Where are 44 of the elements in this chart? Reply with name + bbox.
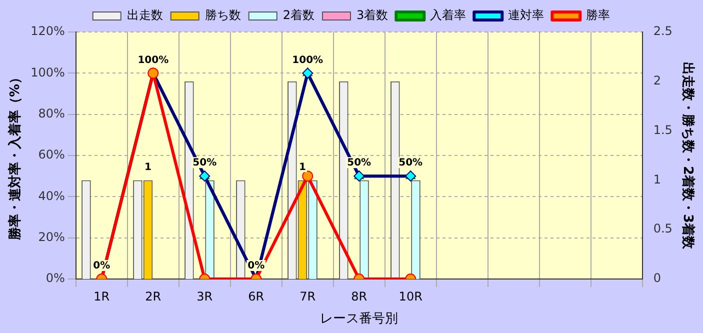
legend-label: 出走数 [126,8,163,22]
y2-tick-label: 1.5 [653,122,672,137]
point [199,170,210,182]
point [354,170,365,182]
y2-tick-label: 1 [653,172,661,186]
x-tick-label: 2R [145,289,162,304]
legend-label: 3着数 [356,8,388,22]
point [302,170,314,182]
y2-tick-label: 2.5 [653,24,672,38]
x-tick-label: 6R [248,289,264,304]
data-label: 1 [298,162,306,173]
y2-tick-label: 2 [653,74,661,88]
data-label: 0% [248,260,265,272]
point [302,68,314,79]
x-tick-label: 8R [351,289,368,304]
y2-tick-label: 0 [653,271,661,286]
data-label: 50% [347,158,372,169]
x-axis-title: レース番号別 [320,312,398,327]
y-tick-label: 40% [38,188,65,203]
y-axis-title: 勝率・連対率・入着率（%） [7,70,24,242]
legend-label: 勝ち数 [204,8,241,22]
x-tick-label: 1R [94,289,110,304]
data-label: 1 [144,162,152,173]
legend-label: 連対率 [508,8,544,22]
data-label: 100% [292,54,324,66]
data-label: 100% [138,54,169,66]
data-label: 50% [398,158,423,169]
data-label: 0% [93,260,110,272]
y-tick-label: 120% [30,24,65,38]
legend-label: 2着数 [282,8,315,22]
y-tick-label: 60% [38,148,65,162]
legend-label: 入着率 [430,8,466,22]
point [405,170,416,182]
x-tick-label: 7R [300,289,316,304]
y2-axis-title: 出走数・勝ち数・2着数・3着数 [680,62,696,250]
y-tick-label: 0% [46,271,65,286]
y-tick-label: 20% [38,230,65,244]
data-label: 50% [192,158,217,169]
y-tick-label: 100% [30,65,65,80]
x-tick-label: 3R [196,289,213,304]
y-tick-label: 80% [38,106,65,120]
y2-tick-label: 0.5 [653,222,672,236]
x-tick-label: 10R [398,289,422,304]
legend-label: 勝率 [586,8,610,22]
